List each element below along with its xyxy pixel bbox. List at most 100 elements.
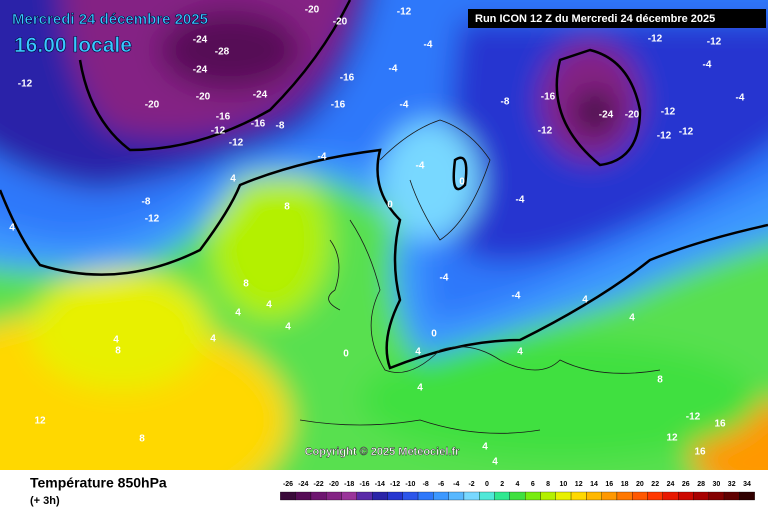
date-text: Mercredi 24 décembre 2025 [12,11,208,28]
contour-label: 0 [343,349,349,360]
legend-label: 22 [651,481,659,488]
coastlines [299,119,661,434]
contour-label: 8 [115,346,121,357]
contour-label: -12 [397,7,412,18]
legend-swatch [662,491,679,501]
contour-label: 4 [517,347,523,358]
legend-label: 16 [605,481,613,488]
contour-label: -24 [193,65,208,76]
legend-label: -22 [314,481,324,488]
contour-label: -16 [331,100,346,111]
contour-label: -20 [196,92,211,103]
contour-label: -8 [501,97,510,108]
contour-label: -4 [318,152,327,163]
legend-swatch [326,491,342,501]
footer-step: (+ 3h) [30,495,60,507]
legend-label: -26 [283,481,293,488]
legend-label: 28 [697,481,705,488]
contour-label: -4 [440,273,449,284]
contour-label: -20 [625,110,640,121]
contour-label: 8 [284,202,290,213]
legend-swatch [678,491,694,501]
contour-label: 4 [285,322,291,333]
legend-label: 24 [667,481,675,488]
contour-label: 4 [235,308,241,319]
contour-label: -16 [541,92,556,103]
contour-label: -4 [736,93,745,104]
contour-label: 16 [714,419,726,430]
legend-label: 30 [713,481,721,488]
legend-label: -10 [405,481,415,488]
legend-swatch [723,491,740,501]
legend-label: -8 [423,481,429,488]
contour-label: 12 [34,416,46,427]
legend-label: -18 [344,481,354,488]
contour-label: 4 [482,442,488,453]
footer: Température 850hPa (+ 3h) -26 -24 -22 -20 -1… [30,475,755,507]
legend-label: 0 [485,481,489,488]
contour-label: 4 [415,347,421,358]
legend-label: 10 [560,481,568,488]
legend-label: 2 [500,481,504,488]
contour-label: 4 [492,457,498,468]
legend-swatch [356,491,373,501]
copyright: Copyright © 2025 Meteociel.fr [305,446,461,458]
legend-swatch [280,491,296,501]
legend-swatch [647,491,663,501]
legend: -26 -24 -22 -20 -18 -16 -14 -12 -10 -8 -6 -4 -2 0 2 4 6 8… [280,481,755,501]
contour-label: -24 [599,110,614,121]
legend-swatch [601,491,618,501]
contour-label: -12 [145,214,160,225]
legend-swatch [402,491,419,501]
legend-label: -6 [438,481,444,488]
legend-label: -12 [390,481,400,488]
legend-label: -14 [375,481,385,488]
contour-label: -4 [416,161,425,172]
legend-swatch [509,491,526,501]
run-text: Run ICON 12 Z du Mercredi 24 décembre 20… [475,13,715,25]
contour-label: -12 [707,37,722,48]
legend-swatch [433,491,449,501]
legend-swatch [586,491,602,501]
run-box [468,9,766,28]
legend-label: 6 [531,481,535,488]
contour-label: 4 [210,334,216,345]
contour-label: 0 [387,200,393,211]
legend-label: -24 [298,481,308,488]
legend-swatch [417,491,434,501]
legend-label: 4 [516,481,520,488]
legend-swatch [555,491,572,501]
contour-label: 16 [694,447,706,458]
contour-label: -12 [211,126,226,137]
legend-swatch [310,491,327,501]
contour-label: -4 [424,40,433,51]
time-text: 16.00 locale [14,34,132,57]
legend-label: -20 [329,481,339,488]
contour-labels: -24-28-24-20-20 -24-16-16-12-12-8-12-8-12… [9,5,745,468]
contour-label: -12 [661,107,676,118]
contour-label: -16 [216,112,231,123]
contour-label: -20 [305,5,320,16]
legend-swatch [708,491,725,501]
contour-label: 4 [113,335,119,346]
legend-swatch [371,491,388,501]
legend-label: -16 [359,481,369,488]
footer-title: Température 850hPa [30,475,167,491]
contour-label: 8 [139,434,145,445]
contour-label: -16 [251,119,266,130]
contour-label: -4 [400,100,409,111]
contour-label: 0 [431,329,437,340]
legend-swatch [387,491,403,501]
weather-map: -24-28-24-20-20 -24-16-16-12-12-8-12-8-12… [0,0,768,470]
contour-label: -12 [657,131,672,142]
legend-label: -4 [453,481,459,488]
contour-label: -28 [215,47,230,58]
legend-swatch [479,491,495,501]
contour-lines [0,0,768,370]
contour-label: -20 [333,17,348,28]
contour-label: 8 [657,375,663,386]
contour-label: -12 [679,127,694,138]
legend-label: 18 [621,481,629,488]
contour-label: 4 [266,300,272,311]
